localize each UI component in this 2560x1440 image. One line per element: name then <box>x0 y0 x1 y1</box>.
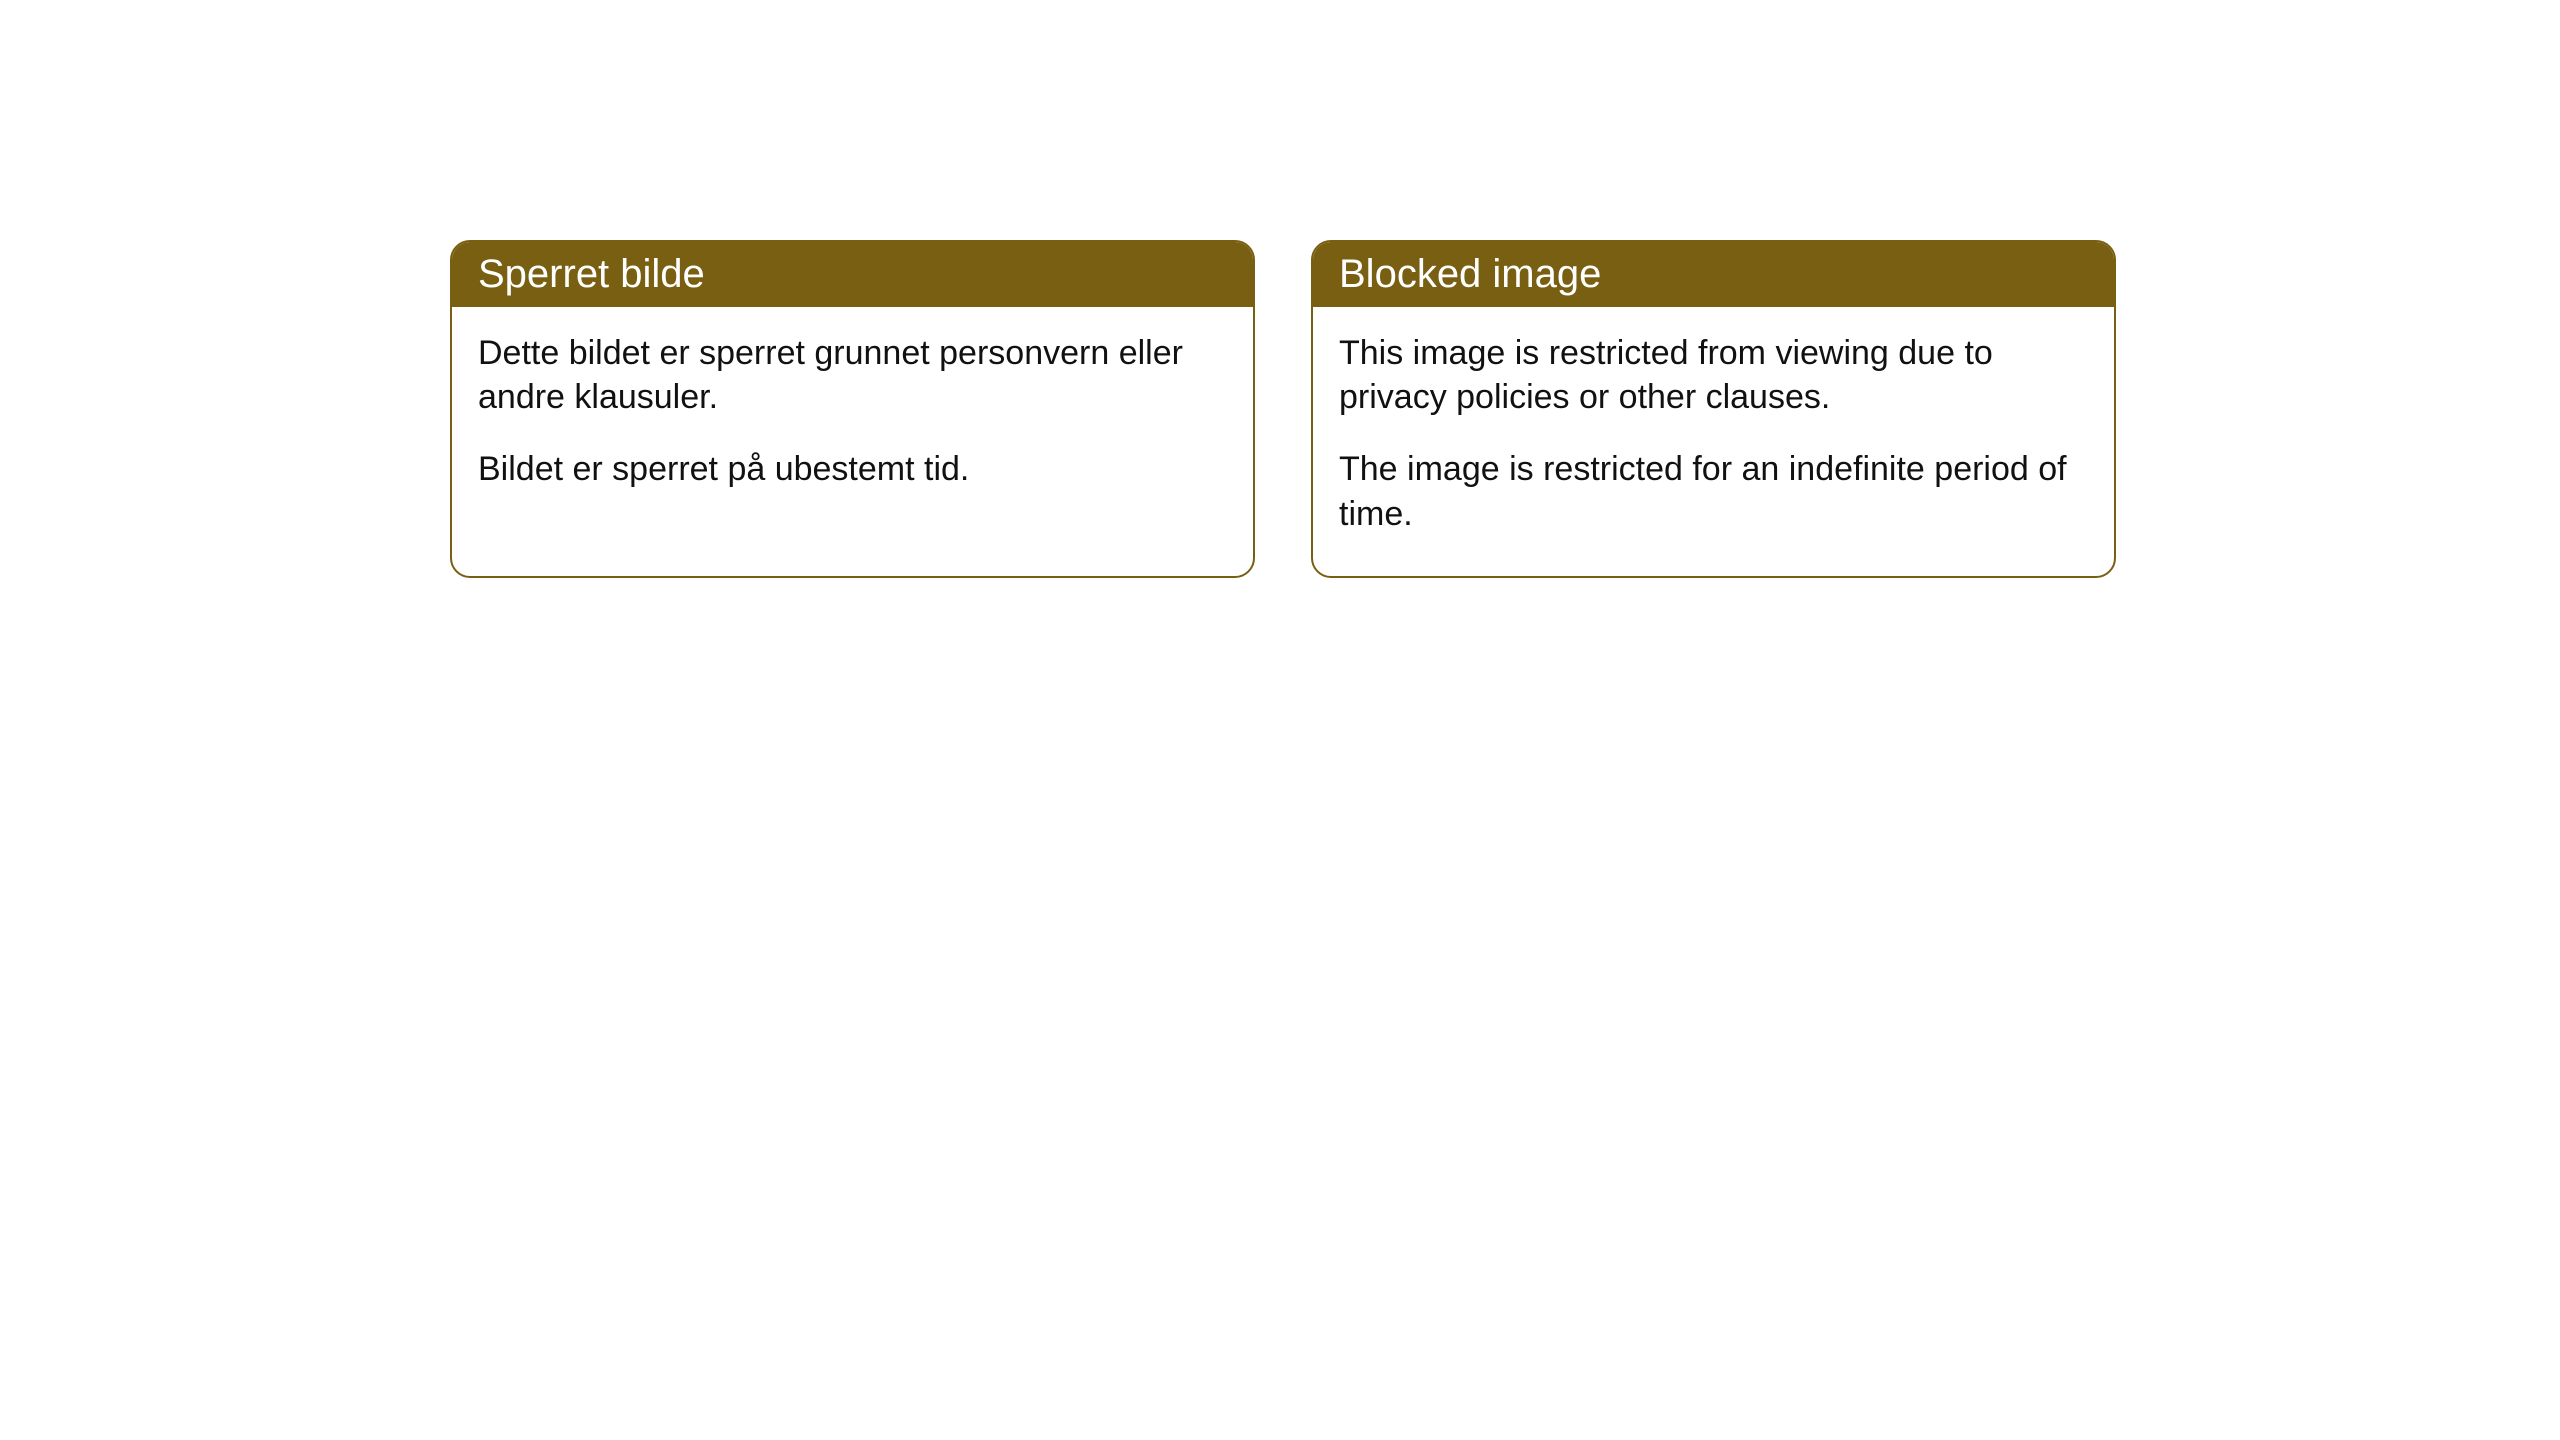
card-body: Dette bildet er sperret grunnet personve… <box>452 307 1253 532</box>
card-paragraph-1: This image is restricted from viewing du… <box>1339 331 2088 419</box>
card-paragraph-2: Bildet er sperret på ubestemt tid. <box>478 447 1227 491</box>
card-body: This image is restricted from viewing du… <box>1313 307 2114 576</box>
notice-card-english: Blocked image This image is restricted f… <box>1311 240 2116 578</box>
notice-cards-container: Sperret bilde Dette bildet er sperret gr… <box>450 240 2116 578</box>
card-title: Blocked image <box>1313 242 2114 307</box>
card-paragraph-2: The image is restricted for an indefinit… <box>1339 447 2088 535</box>
card-title: Sperret bilde <box>452 242 1253 307</box>
notice-card-norwegian: Sperret bilde Dette bildet er sperret gr… <box>450 240 1255 578</box>
card-paragraph-1: Dette bildet er sperret grunnet personve… <box>478 331 1227 419</box>
